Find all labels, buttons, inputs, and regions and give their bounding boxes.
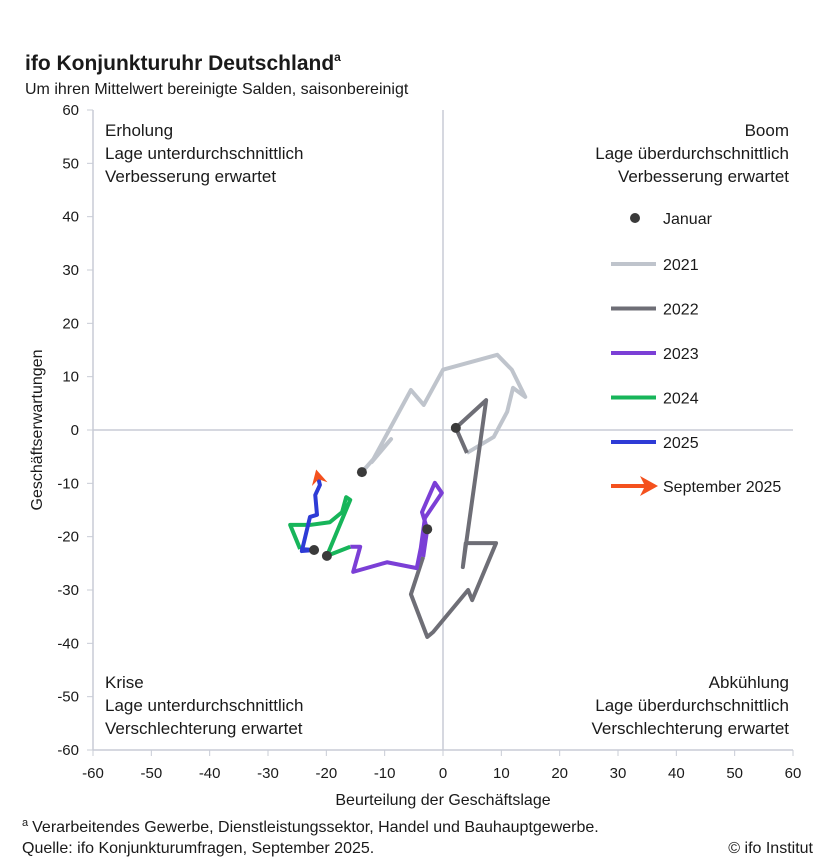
- x-tick-label: -30: [257, 765, 279, 782]
- y-tick-label: -30: [57, 582, 79, 599]
- quadrant-top_left-line2: Verbesserung erwartet: [105, 167, 276, 186]
- x-tick-label: 20: [551, 765, 568, 782]
- series-line-2023: [350, 480, 444, 574]
- legend-january-label: Januar: [663, 211, 713, 228]
- y-tick-label: -50: [57, 689, 79, 706]
- january-marker: [422, 524, 433, 535]
- x-tick-label: -20: [315, 765, 337, 782]
- footnote: a Verarbeitendes Gewerbe, Dienstleistungs…: [22, 817, 599, 836]
- chart-subtitle: Um ihren Mittelwert bereinigte Salden, s…: [25, 81, 409, 98]
- x-tick-label: 10: [493, 765, 510, 782]
- quadrant-bottom_right-title: Abkühlung: [709, 673, 789, 692]
- x-tick-label: -10: [374, 765, 396, 782]
- y-tick-label: 10: [62, 369, 79, 386]
- y-tick-label: 50: [62, 155, 79, 172]
- copyright: © ifo Institut: [728, 840, 813, 857]
- x-tick-label: 50: [726, 765, 743, 782]
- january-marker: [450, 422, 461, 433]
- x-axis-label: Beurteilung der Geschäftslage: [335, 792, 550, 809]
- legend-label-2023: 2023: [663, 346, 699, 363]
- series-line-2021: [360, 352, 528, 474]
- quadrant-bottom_right-line2: Verschlechterung erwartet: [592, 719, 790, 738]
- quadrant-top_right-title: Boom: [745, 121, 789, 140]
- january-marker: [356, 467, 367, 478]
- y-tick-label: 30: [62, 262, 79, 279]
- y-tick-label: 20: [62, 315, 79, 332]
- x-tick-label: 0: [439, 765, 447, 782]
- y-tick-label: -60: [57, 742, 79, 759]
- x-tick-label: -60: [82, 765, 104, 782]
- quadrant-bottom_left-line2: Verschlechterung erwartet: [105, 719, 303, 738]
- series-line-2024: [288, 495, 353, 558]
- legend-label-2021: 2021: [663, 257, 699, 274]
- legend-label-2022: 2022: [663, 302, 699, 319]
- y-tick-label: -10: [57, 475, 79, 492]
- source-note: Quelle: ifo Konjunkturumfragen, Septembe…: [22, 840, 374, 857]
- quadrant-top_right-line2: Verbesserung erwartet: [618, 167, 789, 186]
- series-line-2025: [299, 474, 322, 554]
- x-tick-label: 40: [668, 765, 685, 782]
- x-tick-label: 60: [785, 765, 802, 782]
- legend-january-marker: [630, 213, 640, 223]
- y-tick-label: 40: [62, 209, 79, 226]
- quadrant-top_left-line1: Lage unterdurchschnittlich: [105, 144, 303, 163]
- january-marker: [309, 545, 320, 555]
- legend-label-2025: 2025: [663, 435, 699, 452]
- x-tick-label: 30: [610, 765, 627, 782]
- legend-arrow-icon: [640, 476, 658, 496]
- quadrant-bottom_right-line1: Lage überdurchschnittlich: [595, 696, 789, 715]
- y-tick-label: 60: [62, 102, 79, 119]
- quadrant-top_left-title: Erholung: [105, 121, 173, 140]
- y-tick-label: -40: [57, 635, 79, 652]
- y-tick-label: -20: [57, 529, 79, 546]
- x-tick-label: -40: [199, 765, 221, 782]
- quadrant-bottom_left-title: Krise: [105, 673, 144, 692]
- quadrant-bottom_left-line1: Lage unterdurchschnittlich: [105, 696, 303, 715]
- series-line-2022: [408, 398, 499, 639]
- quadrant-top_right-line1: Lage überdurchschnittlich: [595, 144, 789, 163]
- chart-title: ifo Konjunkturuhr Deutschlanda: [25, 50, 341, 75]
- y-axis-label: Geschäftserwartungen: [29, 350, 46, 511]
- january-marker: [321, 550, 332, 561]
- x-tick-label: -50: [140, 765, 162, 782]
- y-tick-label: 0: [71, 422, 79, 439]
- legend-arrow-label: September 2025: [663, 479, 781, 496]
- legend-label-2024: 2024: [663, 391, 699, 408]
- september-2025-arrow: [311, 469, 328, 486]
